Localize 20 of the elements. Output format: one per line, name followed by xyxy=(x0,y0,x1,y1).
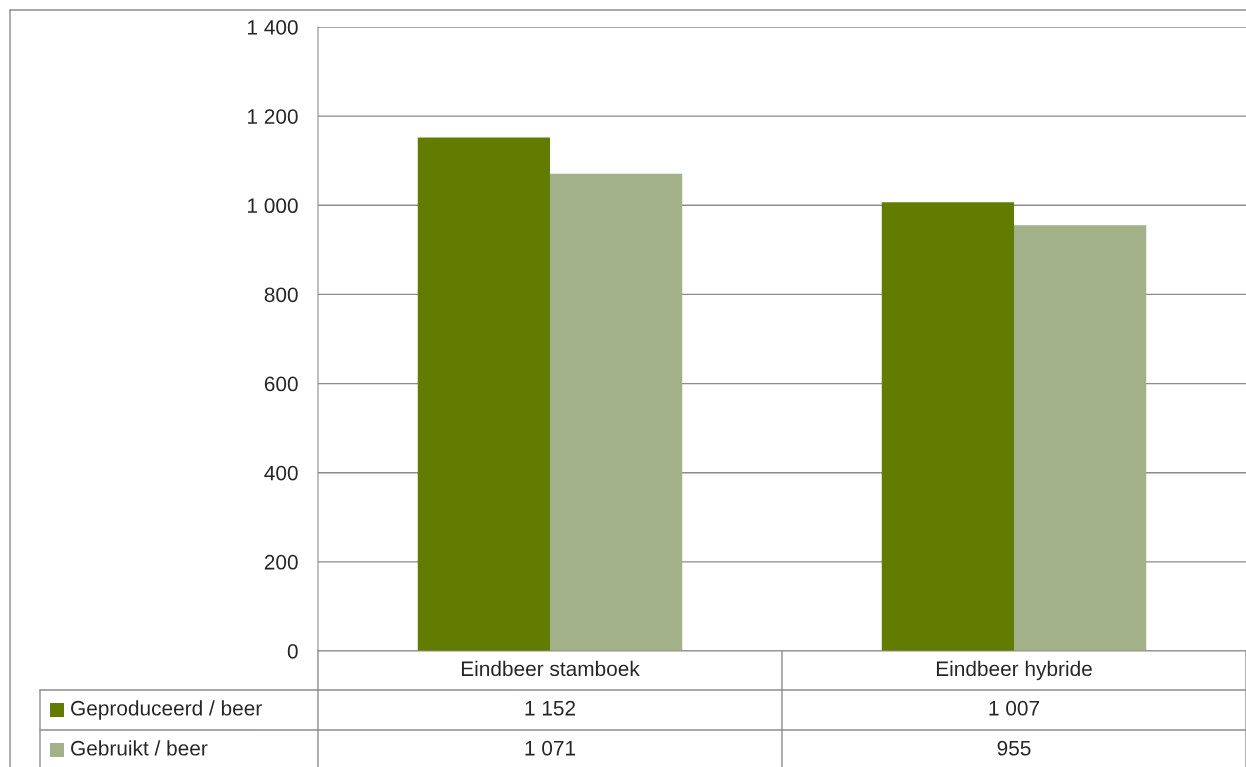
x-tick-label: Eindbeer stamboek xyxy=(461,660,640,677)
bar xyxy=(1014,225,1147,651)
bar xyxy=(881,202,1014,651)
y-tick-label: 400 xyxy=(264,465,298,481)
data-label: 1 007 xyxy=(989,700,1040,716)
y-tick-label: 1 400 xyxy=(248,20,298,35)
y-tick-label: 1 000 xyxy=(248,198,298,214)
y-tick-label: 600 xyxy=(264,376,298,392)
data-label: 955 xyxy=(997,740,1031,756)
bar xyxy=(417,137,550,651)
x-tick-label: Eindbeer hybride xyxy=(936,660,1092,681)
legend-label: Gebruikt / beer xyxy=(71,740,208,756)
y-tick-label: 200 xyxy=(264,554,298,570)
y-tick-label: 800 xyxy=(264,287,298,303)
bar xyxy=(550,173,683,651)
data-label: 1 152 xyxy=(525,700,576,716)
data-label: 1 071 xyxy=(525,740,576,756)
y-tick-label: 1 200 xyxy=(248,109,298,124)
legend-label: Geproduceerd / beer xyxy=(71,700,262,720)
y-tick-label: 0 xyxy=(287,644,298,659)
